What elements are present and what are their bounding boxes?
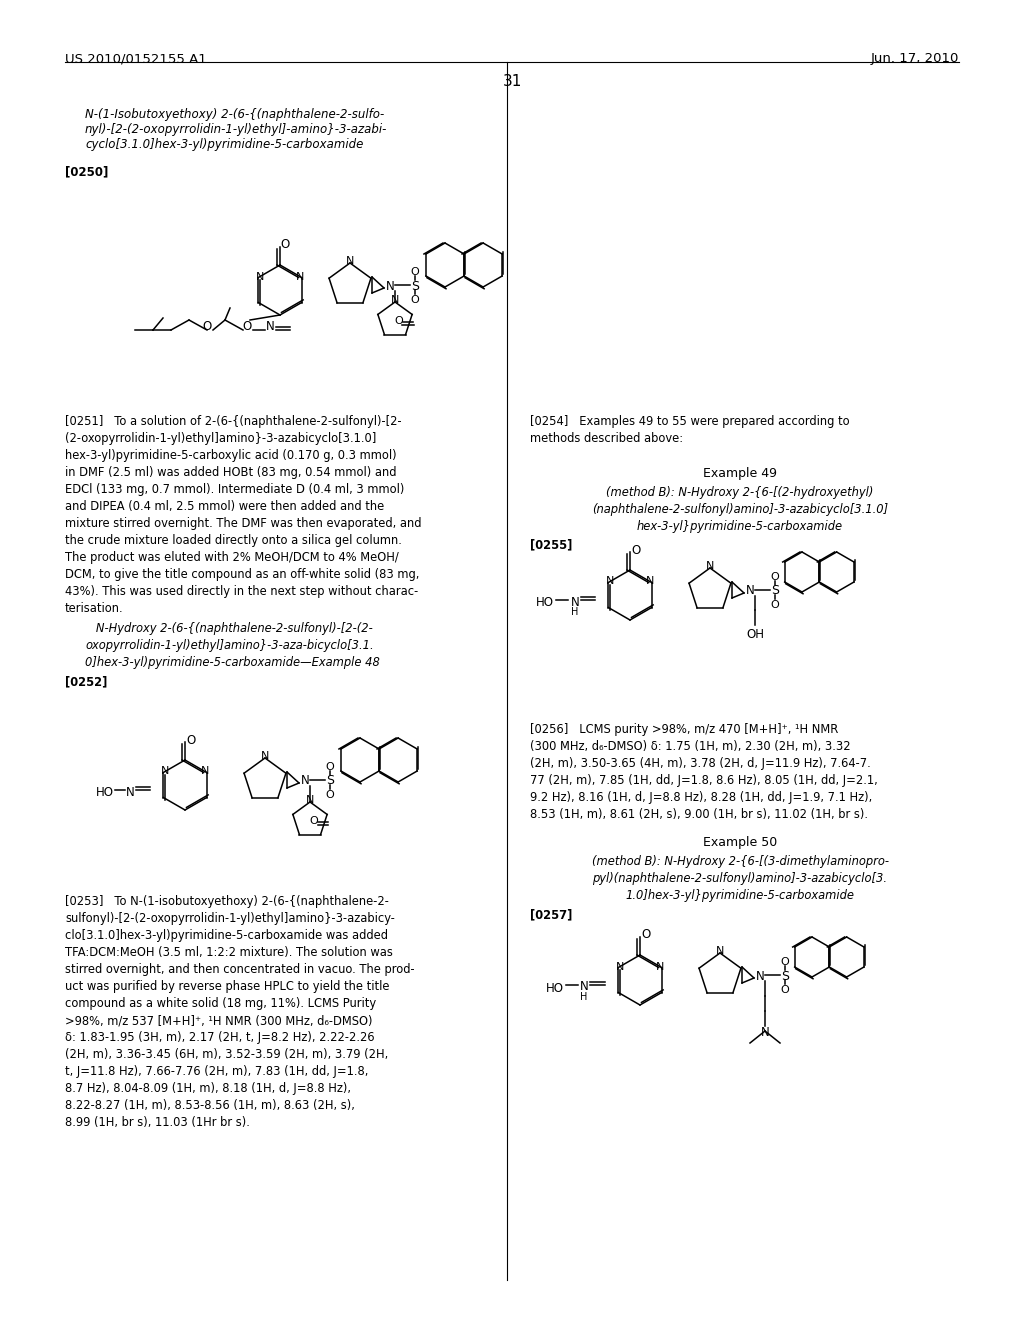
Text: O: O (641, 928, 650, 941)
Text: O: O (780, 985, 790, 995)
Text: N: N (645, 577, 654, 586)
Text: (method B): N-Hydroxy 2-{6-[(2-hydroxyethyl)
(naphthalene-2-sulfonyl)amino]-3-az: (method B): N-Hydroxy 2-{6-[(2-hydroxyet… (592, 486, 888, 533)
Text: N: N (716, 946, 724, 956)
Text: [0251]   To a solution of 2-(6-{(naphthalene-2-sulfonyl)-[2-
(2-oxopyrrolidin-1-: [0251] To a solution of 2-(6-{(naphthale… (65, 414, 422, 615)
Text: O: O (411, 294, 420, 305)
Text: N: N (161, 767, 170, 776)
Text: US 2010/0152155 A1: US 2010/0152155 A1 (65, 51, 207, 65)
Text: Example 49: Example 49 (703, 467, 777, 480)
Text: O: O (780, 957, 790, 968)
Text: O: O (243, 321, 252, 334)
Text: O: O (771, 572, 779, 582)
Text: O: O (326, 762, 335, 772)
Text: N: N (761, 1027, 769, 1040)
Text: N: N (745, 585, 755, 598)
Text: N: N (306, 795, 314, 805)
Text: N: N (261, 751, 269, 762)
Text: [0257]: [0257] (530, 908, 572, 921)
Text: [0252]: [0252] (65, 675, 108, 688)
Text: S: S (411, 280, 419, 293)
Text: N: N (580, 981, 589, 994)
Text: N: N (201, 767, 209, 776)
Text: N-Hydroxy 2-(6-{(naphthalene-2-sulfonyl)-[2-(2-
oxopyrrolidin-1-yl)ethyl]amino}-: N-Hydroxy 2-(6-{(naphthalene-2-sulfonyl)… (85, 622, 380, 669)
Text: O: O (632, 544, 641, 557)
Text: O: O (186, 734, 196, 747)
Text: HO: HO (546, 982, 564, 994)
Text: O: O (309, 817, 318, 826)
Text: Example 50: Example 50 (702, 836, 777, 849)
Text: [0254]   Examples 49 to 55 were prepared according to
methods described above:: [0254] Examples 49 to 55 were prepared a… (530, 414, 850, 445)
Text: N: N (301, 775, 309, 788)
Text: [0256]   LCMS purity >98%, m/z 470 [M+H]⁺, ¹H NMR
(300 MHz, d₆-DMSO) δ: 1.75 (1H: [0256] LCMS purity >98%, m/z 470 [M+H]⁺,… (530, 723, 878, 821)
Text: OH: OH (746, 628, 764, 642)
Text: S: S (326, 775, 334, 788)
Text: S: S (781, 969, 790, 982)
Text: [0250]: [0250] (65, 165, 109, 178)
Text: N: N (655, 961, 664, 972)
Text: O: O (394, 317, 403, 326)
Text: N: N (756, 969, 764, 982)
Text: O: O (326, 789, 335, 800)
Text: N: N (616, 961, 625, 972)
Text: O: O (281, 239, 290, 252)
Text: (method B): N-Hydroxy 2-{6-[(3-dimethylaminopro-
pyl)(naphthalene-2-sulfonyl)ami: (method B): N-Hydroxy 2-{6-[(3-dimethyla… (592, 855, 889, 902)
Text: S: S (771, 585, 779, 598)
Text: N: N (256, 272, 264, 281)
Text: H: H (571, 607, 579, 616)
Text: N: N (126, 785, 134, 799)
Text: Jun. 17, 2010: Jun. 17, 2010 (870, 51, 959, 65)
Text: N: N (346, 256, 354, 267)
Text: N: N (706, 561, 714, 572)
Text: N: N (386, 280, 394, 293)
Text: O: O (771, 601, 779, 610)
Text: H: H (581, 993, 588, 1002)
Text: N: N (296, 272, 304, 281)
Text: 31: 31 (503, 74, 521, 88)
Text: O: O (203, 321, 212, 334)
Text: N-(1-Isobutoxyethoxy) 2-(6-{(naphthalene-2-sulfo-
nyl)-[2-(2-oxopyrrolidin-1-yl): N-(1-Isobutoxyethoxy) 2-(6-{(naphthalene… (85, 108, 387, 150)
Text: [0253]   To N-(1-isobutoxyethoxy) 2-(6-{(naphthalene-2-
sulfonyl)-[2-(2-oxopyrro: [0253] To N-(1-isobutoxyethoxy) 2-(6-{(n… (65, 895, 415, 1129)
Text: N: N (391, 294, 399, 305)
Text: O: O (411, 267, 420, 277)
Text: [0255]: [0255] (530, 539, 572, 550)
Text: HO: HO (536, 597, 554, 610)
Text: N: N (570, 595, 580, 609)
Text: N: N (606, 577, 614, 586)
Text: HO: HO (96, 787, 114, 800)
Text: N: N (265, 321, 274, 334)
